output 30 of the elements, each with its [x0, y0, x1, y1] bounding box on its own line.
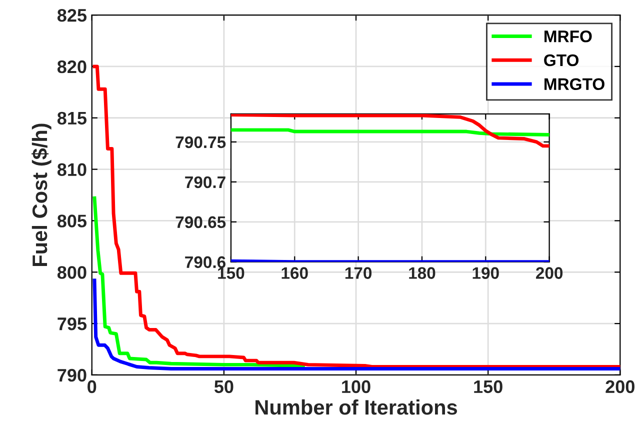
line-series: [92, 278, 620, 371]
legend-label: MRFO: [544, 30, 592, 42]
x-tick-label: 150: [474, 380, 502, 394]
y-tick-label: 810: [57, 163, 86, 176]
x-axis-title: Number of Iterations: [256, 399, 458, 415]
y-tick-label: 790.65: [176, 216, 226, 228]
legend-label: MRGTO: [544, 78, 604, 90]
y-tick-label: 790.7: [185, 176, 226, 188]
x-tick-label: 50: [214, 380, 234, 394]
x-tick-label: 170: [345, 267, 372, 279]
y-tick-label: 800: [57, 266, 86, 279]
y-axis-title: Fuel Cost ($/h): [32, 124, 52, 266]
y-tick-label: 825: [57, 8, 87, 22]
y-tick-label: 790.75: [176, 136, 226, 148]
y-tick-label: 795: [58, 317, 87, 330]
line-series: [92, 64, 620, 368]
y-tick-label: 815: [57, 112, 87, 125]
x-tick-label: 150: [218, 267, 244, 279]
y-tick-label: 790: [58, 368, 86, 382]
x-tick-label: 160: [282, 267, 308, 279]
x-tick-label: 200: [536, 267, 563, 279]
x-tick-label: 200: [606, 380, 634, 394]
y-tick-label: 790.6: [185, 256, 226, 268]
x-tick-label: 180: [409, 267, 436, 279]
y-tick-label: 820: [57, 60, 86, 74]
x-tick-label: 100: [342, 380, 370, 394]
x-tick-label: 0: [88, 380, 96, 394]
y-tick-label: 805: [57, 214, 87, 228]
legend-label: GTO: [544, 54, 579, 66]
x-tick-label: 190: [472, 267, 499, 279]
